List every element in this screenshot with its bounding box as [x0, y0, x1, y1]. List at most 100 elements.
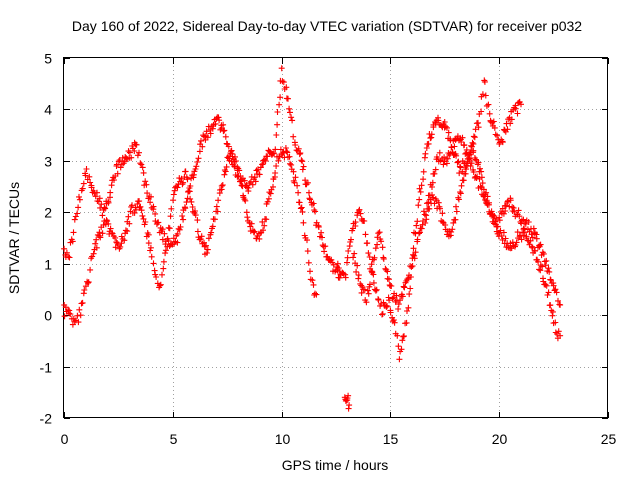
- data-point: [188, 198, 195, 205]
- data-point: [148, 253, 155, 260]
- data-point: [369, 269, 376, 276]
- data-point: [168, 205, 175, 212]
- data-point: [237, 178, 244, 184]
- data-point: [507, 120, 514, 127]
- data-point: [539, 263, 546, 270]
- data-point: [104, 218, 111, 225]
- data-point: [477, 165, 483, 172]
- data-point: [553, 289, 560, 296]
- y-tick-label: 0: [44, 308, 52, 324]
- data-point: [455, 196, 462, 203]
- data-point: [542, 281, 549, 288]
- data-point: [153, 274, 160, 280]
- data-point: [451, 143, 458, 150]
- data-point: [193, 163, 200, 170]
- data-point: [384, 268, 391, 275]
- x-axis-label: GPS time / hours: [282, 457, 389, 473]
- data-point: [358, 282, 365, 289]
- data-point: [422, 220, 429, 226]
- data-point: [103, 217, 110, 224]
- data-point: [498, 233, 505, 239]
- data-point: [218, 182, 225, 189]
- data-points: [61, 65, 564, 412]
- data-point: [378, 238, 385, 245]
- data-point: [69, 238, 76, 245]
- data-point: [540, 250, 547, 257]
- data-point: [490, 118, 497, 125]
- data-point: [219, 182, 226, 188]
- data-point: [362, 231, 369, 238]
- data-point: [87, 266, 94, 273]
- data-point: [92, 240, 99, 247]
- data-point: [115, 158, 122, 165]
- data-point: [290, 133, 297, 140]
- data-point: [412, 249, 419, 256]
- data-point: [386, 276, 392, 283]
- data-point: [129, 202, 135, 209]
- data-point: [300, 219, 307, 226]
- data-point: [275, 157, 282, 164]
- data-point: [198, 137, 204, 144]
- data-point: [543, 257, 550, 264]
- data-point: [496, 214, 503, 221]
- data-point: [194, 159, 201, 165]
- data-point: [292, 174, 299, 181]
- data-point: [279, 150, 286, 157]
- x-axis: 0 5 10 15 20 25: [61, 58, 616, 447]
- data-point: [267, 190, 274, 197]
- data-point: [74, 312, 81, 319]
- data-point: [236, 167, 243, 174]
- data-point: [94, 189, 100, 196]
- data-point: [263, 216, 270, 223]
- data-point: [346, 402, 353, 409]
- data-point: [552, 329, 559, 336]
- data-point: [105, 199, 112, 206]
- data-point: [207, 130, 214, 137]
- data-point: [555, 328, 562, 335]
- data-point: [114, 170, 121, 177]
- data-point: [373, 286, 380, 293]
- data-point: [196, 236, 203, 243]
- data-point: [502, 208, 509, 214]
- data-point: [234, 173, 241, 180]
- data-point: [159, 271, 165, 278]
- data-point: [439, 210, 446, 217]
- data-point: [408, 263, 415, 270]
- y-tick-label: -1: [40, 360, 53, 376]
- data-point: [96, 195, 103, 202]
- data-point: [350, 254, 357, 261]
- data-point: [411, 255, 418, 262]
- data-point: [297, 205, 304, 212]
- data-point: [252, 178, 259, 185]
- data-point: [307, 196, 314, 203]
- data-point: [428, 134, 435, 141]
- data-point: [471, 134, 478, 141]
- data-point: [460, 177, 467, 184]
- data-point: [212, 120, 219, 127]
- data-point: [111, 177, 117, 183]
- data-point: [494, 132, 501, 139]
- data-point: [296, 199, 303, 206]
- data-point: [453, 203, 459, 210]
- data-point: [507, 197, 514, 204]
- data-point: [264, 198, 271, 205]
- data-point: [194, 217, 201, 224]
- data-point: [436, 149, 443, 156]
- data-point: [184, 176, 191, 183]
- data-point: [492, 131, 499, 138]
- data-point: [475, 119, 481, 126]
- data-point: [368, 261, 375, 268]
- data-point: [532, 248, 538, 254]
- data-point: [251, 228, 258, 235]
- data-point: [358, 289, 365, 296]
- data-point: [336, 274, 343, 281]
- data-point: [479, 91, 486, 98]
- data-point: [61, 245, 68, 252]
- data-point: [547, 302, 554, 309]
- data-point: [480, 192, 487, 199]
- data-point: [546, 268, 553, 275]
- data-point: [486, 110, 493, 117]
- data-point: [124, 228, 131, 235]
- data-point: [353, 268, 360, 275]
- data-point: [387, 309, 394, 316]
